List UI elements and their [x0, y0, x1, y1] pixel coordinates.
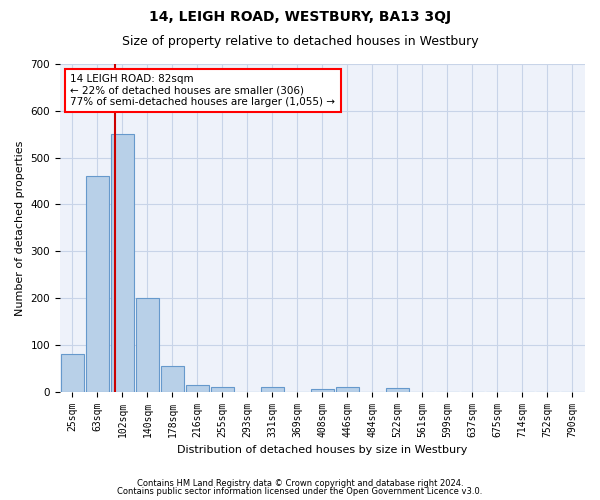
Text: Size of property relative to detached houses in Westbury: Size of property relative to detached ho… — [122, 35, 478, 48]
Text: Contains HM Land Registry data © Crown copyright and database right 2024.: Contains HM Land Registry data © Crown c… — [137, 478, 463, 488]
Bar — [386, 388, 409, 392]
Bar — [185, 384, 209, 392]
Bar — [86, 176, 109, 392]
Bar — [136, 298, 159, 392]
Bar — [211, 387, 235, 392]
Text: Contains public sector information licensed under the Open Government Licence v3: Contains public sector information licen… — [118, 487, 482, 496]
Bar — [335, 387, 359, 392]
Bar — [311, 390, 334, 392]
Bar — [61, 354, 84, 392]
Bar — [110, 134, 134, 392]
Y-axis label: Number of detached properties: Number of detached properties — [15, 140, 25, 316]
X-axis label: Distribution of detached houses by size in Westbury: Distribution of detached houses by size … — [177, 445, 467, 455]
Bar — [161, 366, 184, 392]
Text: 14, LEIGH ROAD, WESTBURY, BA13 3QJ: 14, LEIGH ROAD, WESTBURY, BA13 3QJ — [149, 10, 451, 24]
Bar — [260, 387, 284, 392]
Text: 14 LEIGH ROAD: 82sqm
← 22% of detached houses are smaller (306)
77% of semi-deta: 14 LEIGH ROAD: 82sqm ← 22% of detached h… — [70, 74, 335, 107]
